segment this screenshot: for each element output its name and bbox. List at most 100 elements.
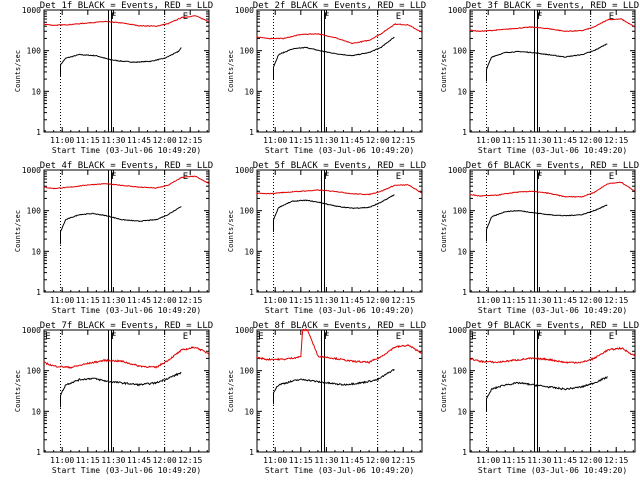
x-axis-title: Start Time (03-Jul-06 10:49:20) <box>52 146 201 155</box>
x-tick-label: 11:15 <box>76 456 100 465</box>
plot-frame <box>469 9 636 133</box>
y-tick-label: 1 <box>462 288 467 297</box>
marker-label: E <box>396 172 401 182</box>
plot-frame <box>469 329 636 453</box>
x-axis-title: Start Time (03-Jul-06 10:49:20) <box>478 146 627 155</box>
panel-9: Det 9f BLACK = Events, RED = LLD 1 10 100 10… <box>440 321 639 475</box>
y-tick-label: 1 <box>462 128 467 137</box>
events-series-line <box>60 371 182 408</box>
y-tick-label: 1000 <box>22 6 41 15</box>
x-axis-title: Start Time (03-Jul-06 10:49:20) <box>265 306 414 315</box>
lld-series-line <box>256 184 423 196</box>
y-tick-label: 1000 <box>235 166 254 175</box>
marker-label: E <box>609 172 614 182</box>
marker-label: F <box>537 172 542 182</box>
x-tick-label: 11:00 <box>476 456 500 465</box>
y-tick-label: 10 <box>244 87 254 96</box>
y-tick-label: 1 <box>36 288 41 297</box>
x-tick-label: 11:15 <box>502 136 526 145</box>
lld-series-line <box>256 23 423 45</box>
x-tick-label: 11:45 <box>553 456 577 465</box>
panel-title: Det 5f BLACK = Events, RED = LLD <box>253 161 426 171</box>
marker-label: E <box>609 12 614 22</box>
events-series-line <box>60 47 182 77</box>
marker-label: E <box>183 332 188 342</box>
x-tick-label: 11:45 <box>553 136 577 145</box>
y-axis-title: Counts/sec <box>227 210 235 252</box>
x-axis-title: Start Time (03-Jul-06 10:49:20) <box>478 306 627 315</box>
y-tick-label: 1000 <box>22 326 41 335</box>
y-tick-label: 10 <box>244 407 254 416</box>
y-tick-label: 10 <box>457 87 467 96</box>
marker-label: F <box>324 332 329 342</box>
x-tick-label: 12:00 <box>579 456 603 465</box>
x-tick-label: 12:00 <box>153 136 177 145</box>
panel-8: Det 8f BLACK = Events, RED = LLD 1 10 100 10… <box>227 321 426 475</box>
y-tick-label: 10 <box>457 407 467 416</box>
x-tick-label: 12:15 <box>391 136 415 145</box>
y-tick-label: 1000 <box>235 6 254 15</box>
panel-title: Det 8f BLACK = Events, RED = LLD <box>253 321 426 331</box>
x-tick-label: 12:00 <box>579 136 603 145</box>
marker-label: F <box>324 12 329 22</box>
x-tick-label: 12:15 <box>604 456 628 465</box>
marker-label: E <box>396 12 401 22</box>
x-tick-label: 11:00 <box>50 296 74 305</box>
x-tick-label: 11:45 <box>340 296 364 305</box>
x-tick-label: 11:00 <box>263 296 287 305</box>
x-tick-label: 12:00 <box>579 296 603 305</box>
y-axis-title: Counts/sec <box>14 210 22 252</box>
lld-series-line <box>469 18 635 33</box>
x-tick-label: 11:30 <box>101 136 125 145</box>
x-tick-label: 11:45 <box>127 456 151 465</box>
lld-series-line <box>43 346 210 370</box>
x-tick-label: 11:30 <box>527 456 551 465</box>
x-tick-label: 12:15 <box>391 296 415 305</box>
marker-label: F <box>537 332 542 342</box>
x-tick-label: 12:00 <box>366 136 390 145</box>
events-series-line <box>486 376 608 412</box>
x-tick-label: 11:00 <box>50 456 74 465</box>
x-tick-label: 12:15 <box>178 136 202 145</box>
y-tick-label: 10 <box>31 407 41 416</box>
x-tick-label: 11:00 <box>476 296 500 305</box>
plot-frame <box>43 169 210 293</box>
x-tick-label: 12:00 <box>153 296 177 305</box>
y-tick-label: 1 <box>249 128 254 137</box>
y-tick-label: 100 <box>453 47 468 56</box>
x-tick-label: 11:00 <box>263 136 287 145</box>
x-tick-label: 11:45 <box>553 296 577 305</box>
plot-frame <box>256 9 423 133</box>
plot-frame <box>256 329 423 453</box>
y-tick-label: 1 <box>36 128 41 137</box>
y-tick-label: 10 <box>31 87 41 96</box>
panel-5: Det 5f BLACK = Events, RED = LLD 1 10 100 10… <box>227 161 426 315</box>
y-axis-title: Counts/sec <box>440 210 448 252</box>
events-series-line <box>60 206 182 245</box>
lld-series-line <box>469 181 635 198</box>
y-tick-label: 1000 <box>235 326 254 335</box>
panel-7: Det 7f BLACK = Events, RED = LLD 1 10 100 10… <box>14 321 213 475</box>
x-tick-label: 12:00 <box>366 456 390 465</box>
x-tick-label: 11:15 <box>289 296 313 305</box>
events-series-line <box>273 368 395 405</box>
x-tick-label: 11:30 <box>314 296 338 305</box>
x-tick-label: 11:15 <box>289 456 313 465</box>
y-tick-label: 100 <box>240 367 255 376</box>
y-tick-label: 1000 <box>448 6 467 15</box>
x-axis-title: Start Time (03-Jul-06 10:49:20) <box>265 466 414 475</box>
y-axis-title: Counts/sec <box>227 370 235 412</box>
y-tick-label: 1 <box>249 288 254 297</box>
x-tick-label: 11:15 <box>76 296 100 305</box>
x-tick-label: 11:00 <box>476 136 500 145</box>
x-tick-label: 11:15 <box>76 136 100 145</box>
panel-3: Det 3f BLACK = Events, RED = LLD 1 10 100 10… <box>440 1 639 155</box>
x-tick-label: 11:30 <box>314 136 338 145</box>
y-tick-label: 100 <box>453 367 468 376</box>
panel-title: Det 2f BLACK = Events, RED = LLD <box>253 1 426 11</box>
events-series-line <box>486 204 608 242</box>
panel-4: Det 4f BLACK = Events, RED = LLD 1 10 100 10… <box>14 161 213 315</box>
y-tick-label: 10 <box>244 247 254 256</box>
marker-label: E <box>258 332 263 342</box>
